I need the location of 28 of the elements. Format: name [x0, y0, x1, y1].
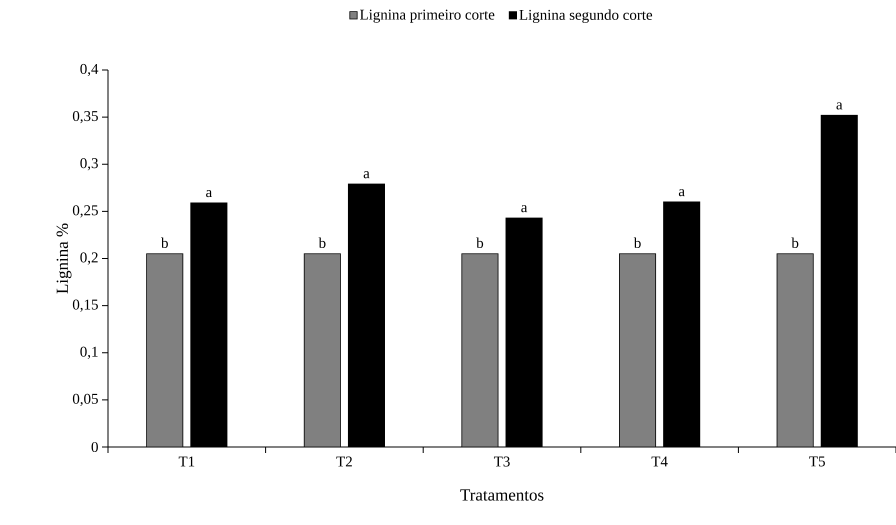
data-label: a	[364, 171, 370, 178]
x-tick-label: T4	[652, 456, 668, 466]
y-tick-label: 0,35	[72, 111, 98, 124]
data-label: a	[836, 102, 842, 110]
y-tick-label: 0	[92, 442, 98, 452]
legend-label: Lignina segundo corte	[519, 9, 652, 23]
y-tick-label: 0,2	[80, 252, 98, 265]
y-tick-label: 0,3	[80, 158, 98, 170]
y-tick-label: 0,15	[72, 300, 98, 312]
y-tick-label: 0,25	[72, 205, 98, 218]
data-label: a	[678, 189, 685, 196]
data-label: a	[206, 190, 212, 198]
data-label: b	[634, 238, 641, 248]
data-label: b	[318, 238, 326, 248]
x-tick-label: T2	[336, 456, 352, 466]
x-tick-label: T1	[178, 456, 194, 466]
data-label: b	[161, 238, 168, 248]
data-label: b	[791, 238, 798, 248]
x-tick-label: T3	[494, 456, 510, 467]
y-tick-label: 0,1	[80, 346, 98, 359]
data-label: b	[476, 238, 484, 248]
x-tick-label: T5	[809, 456, 825, 466]
y-tick-label: 0,05	[72, 394, 98, 406]
data-label: a	[521, 205, 528, 212]
legend-label: Lignina primeiro corte	[360, 10, 494, 23]
y-axis-title: Lignina %	[56, 224, 72, 294]
y-tick-label: 0,4	[80, 64, 98, 76]
x-axis-title: Tratamentos	[460, 489, 544, 501]
